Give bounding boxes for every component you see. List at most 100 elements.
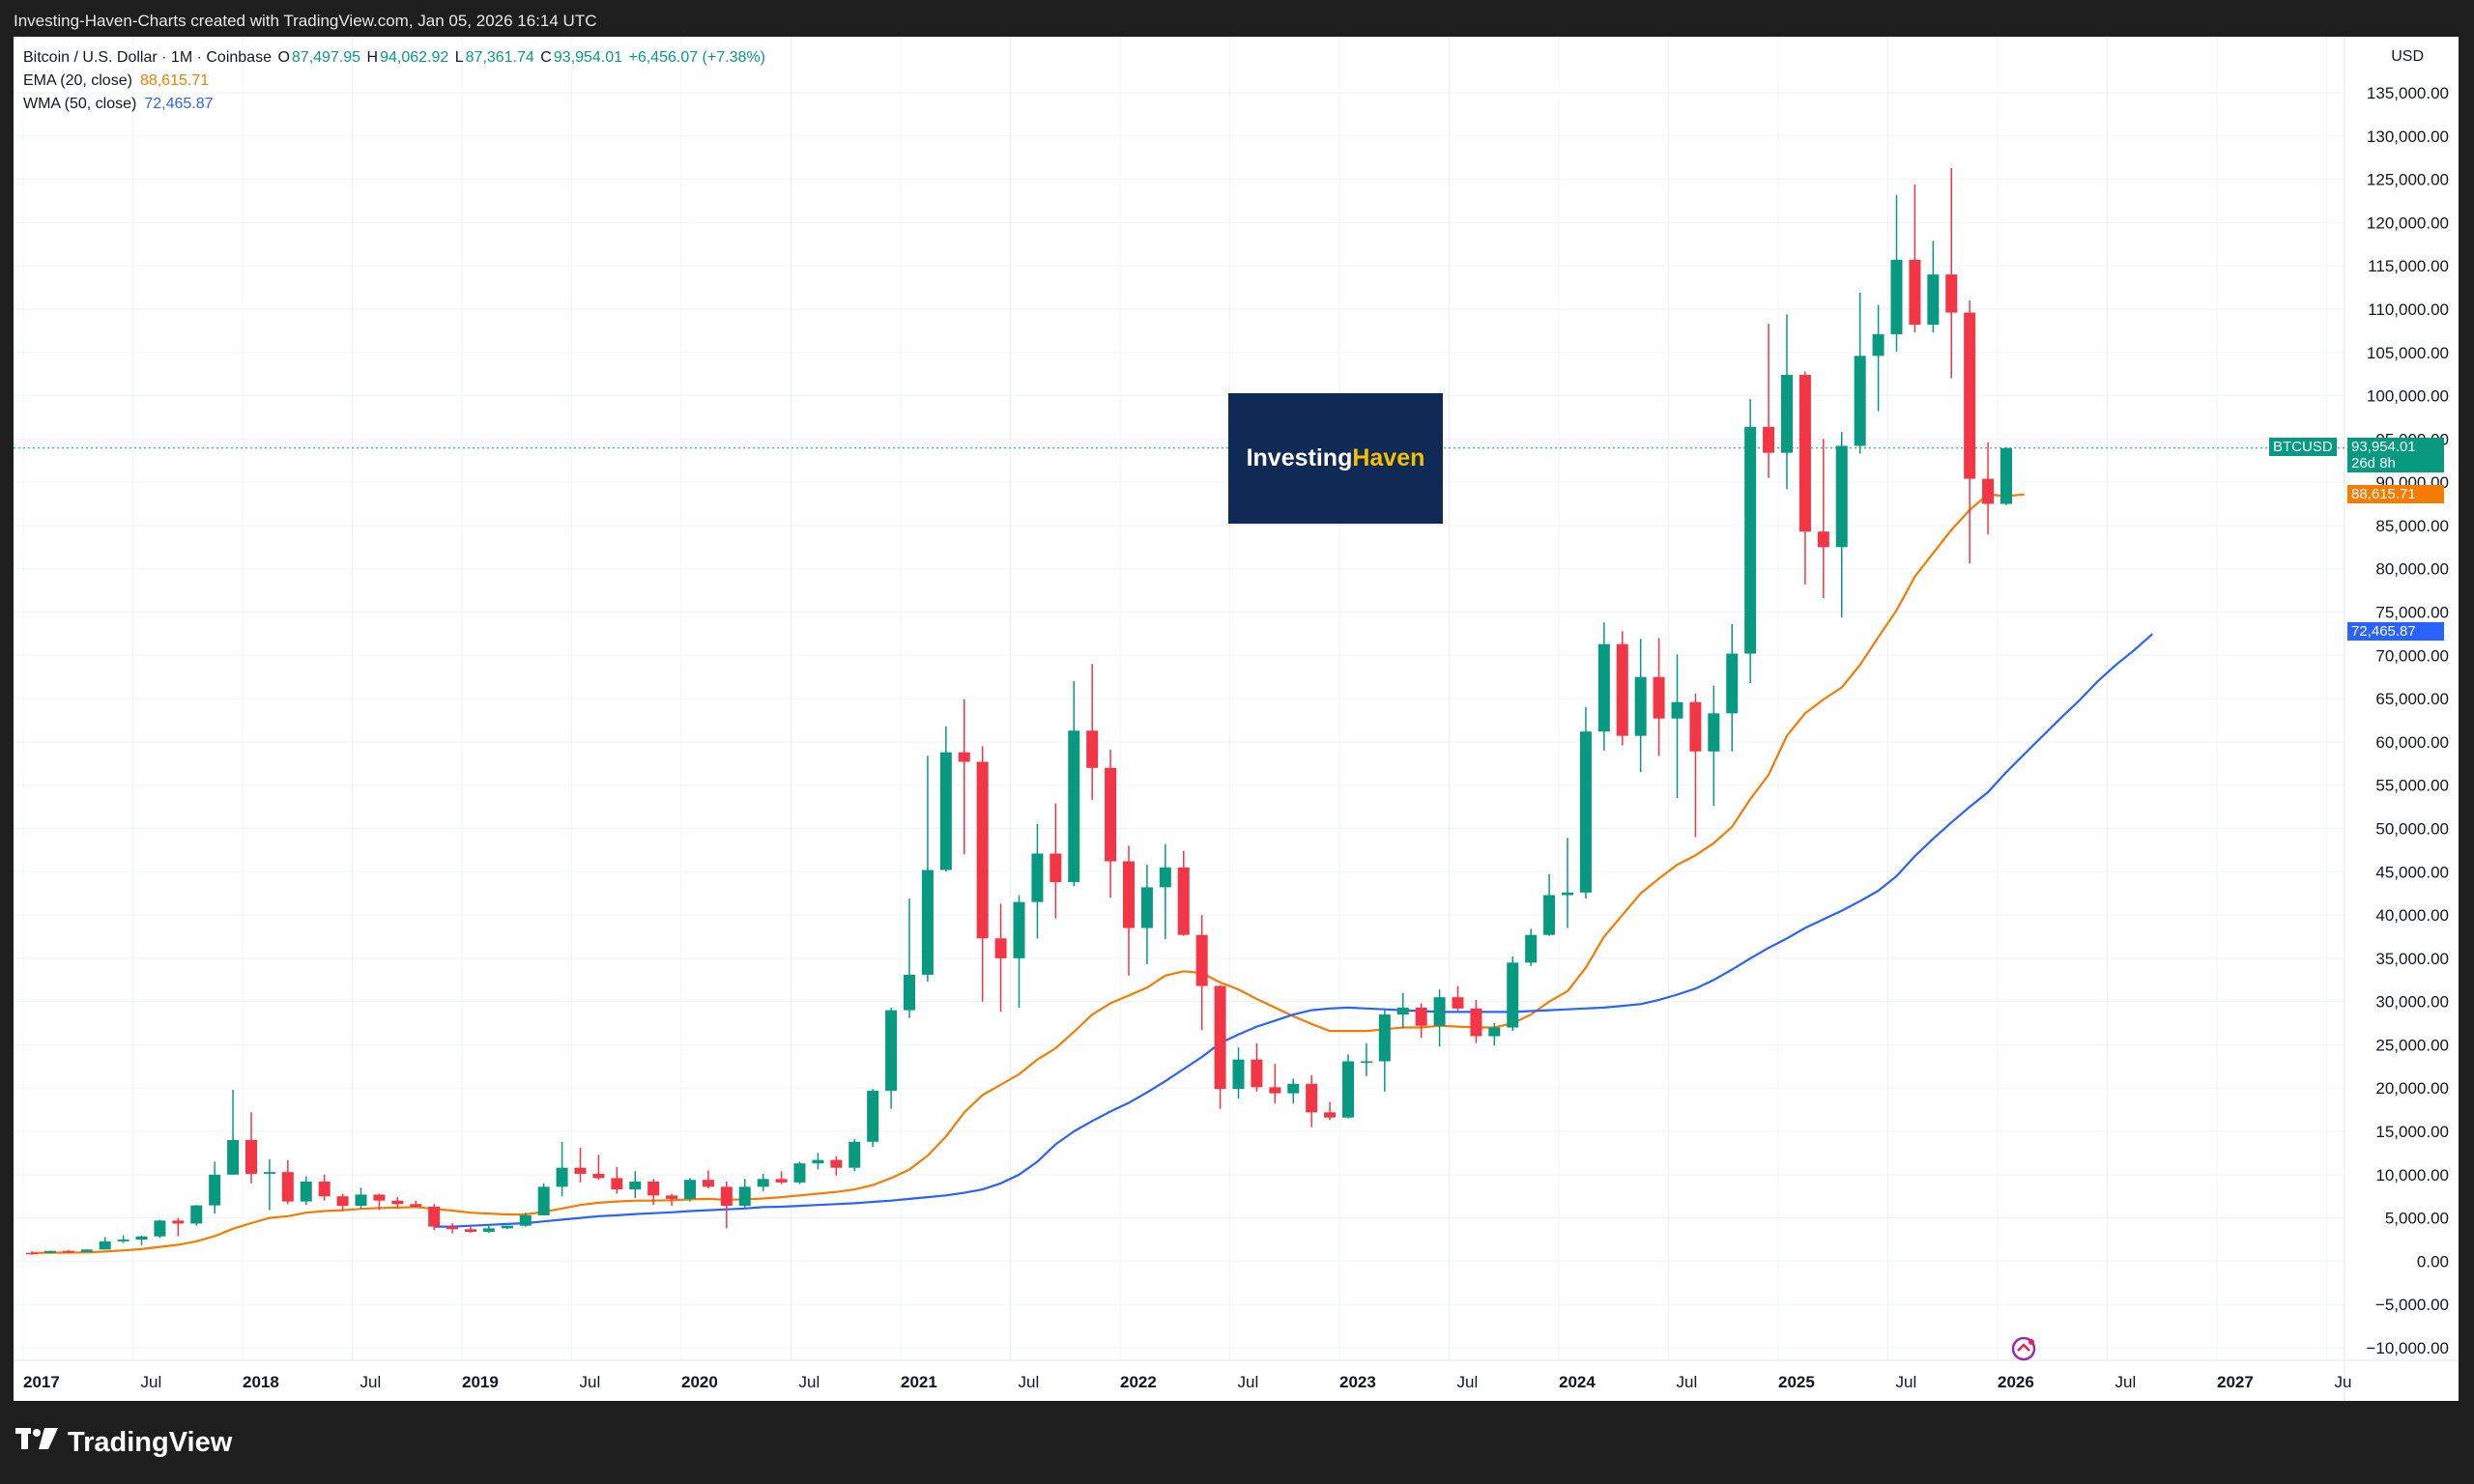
candle-body <box>1634 676 1647 736</box>
candle-body <box>1781 375 1793 453</box>
candle-body <box>537 1186 550 1215</box>
tradingview-logo-icon <box>15 1426 58 1459</box>
candle-body <box>26 1252 38 1255</box>
x-tick-label: 2022 <box>1120 1373 1157 1391</box>
y-tick-label: 80,000.00 <box>2375 560 2449 579</box>
candle-body <box>1726 653 1739 714</box>
y-tick-label: −5,000.00 <box>2375 1296 2449 1314</box>
y-tick-label: 20,000.00 <box>2375 1079 2449 1098</box>
y-tick-label: 85,000.00 <box>2375 517 2449 535</box>
y-tick-label: 45,000.00 <box>2375 863 2449 881</box>
y-tick-label: 40,000.00 <box>2375 906 2449 925</box>
candle-body <box>720 1186 733 1207</box>
candle-body <box>1872 333 1884 357</box>
legend-ohlc-row: Bitcoin / U.S. Dollar · 1M · Coinbase O 8… <box>23 46 767 70</box>
legend-symbol[interactable]: Bitcoin / U.S. Dollar · 1M · Coinbase <box>23 49 272 66</box>
candle-body <box>99 1241 111 1250</box>
candle-body <box>1105 767 1117 862</box>
legend-wma-row[interactable]: WMA (50, close) 72,465.87 <box>23 93 767 116</box>
candle-body <box>1909 259 1921 326</box>
candle-body <box>1982 478 1995 504</box>
x-tick-label: Jul <box>1019 1373 1040 1391</box>
candle-body <box>994 938 1007 958</box>
candle-body <box>1324 1112 1337 1118</box>
candle-body <box>1031 853 1044 902</box>
candle-body <box>1597 643 1610 732</box>
candle-body <box>1763 426 1775 453</box>
candle-body <box>1616 643 1628 736</box>
candle-body <box>1214 985 1226 1090</box>
legend-open-label: O <box>277 49 290 66</box>
candle-body <box>1854 356 1866 446</box>
candle-body <box>1744 426 1757 654</box>
ema-line <box>31 493 2026 1254</box>
y-tick-label: 0.00 <box>2417 1252 2449 1270</box>
candle-body <box>1488 1027 1501 1037</box>
candle-body <box>830 1159 843 1168</box>
candle-body <box>629 1181 642 1190</box>
y-tick-label: 115,000.00 <box>2368 257 2449 275</box>
y-tick-label: 120,000.00 <box>2367 214 2449 232</box>
candle-body <box>592 1173 605 1179</box>
candle-body <box>373 1194 386 1201</box>
watermark-text-accent: Haven <box>1352 444 1425 471</box>
x-tick-label: 2021 <box>901 1373 937 1391</box>
price-tag-symbol: BTCUSD <box>2269 438 2337 456</box>
candle-body <box>190 1205 203 1224</box>
candle-body <box>465 1229 476 1232</box>
currency-label[interactable]: USD <box>2391 48 2424 65</box>
legend-ema-row[interactable]: EMA (20, close) 88,615.71 <box>23 70 767 93</box>
candle-body <box>1433 997 1446 1026</box>
y-tick-label: −10,000.00 <box>2366 1339 2449 1357</box>
candle-body <box>556 1167 568 1187</box>
candle-body <box>1708 713 1720 752</box>
x-tick-label: 2024 <box>1559 1373 1596 1391</box>
candle-body <box>1360 1061 1372 1063</box>
chart-area[interactable]: 135,000.00 130,000.00 125,000.00 120,000.00… <box>14 37 2459 1401</box>
legend-wma-value: 72,465.87 <box>144 96 214 112</box>
candle-body <box>227 1139 240 1175</box>
candle-body <box>1013 901 1025 958</box>
goto-realtime-icon[interactable] <box>2006 1331 2041 1366</box>
candle-body <box>501 1225 513 1229</box>
candle-body <box>336 1196 349 1207</box>
candle-body <box>1927 274 1940 326</box>
tradingview-brand[interactable]: TradingView <box>15 1426 232 1459</box>
candle-body <box>245 1139 257 1174</box>
y-tick-label: 65,000.00 <box>2375 690 2449 708</box>
candle-body <box>355 1194 367 1207</box>
candle-body <box>62 1250 74 1253</box>
candle-body <box>1835 445 1848 548</box>
chart-caption: Investing-Haven-Charts created with Trad… <box>14 12 597 30</box>
candle-body <box>757 1179 769 1187</box>
x-tick-label: Jul <box>141 1373 162 1391</box>
candle-body <box>574 1167 587 1174</box>
y-tick-label: 110,000.00 <box>2368 300 2449 319</box>
candle-body <box>702 1180 714 1187</box>
candle-body <box>647 1181 660 1196</box>
candle-body <box>1798 375 1811 532</box>
legend-low-value: 87,361.74 <box>465 49 534 66</box>
legend-high-value: 94,062.92 <box>380 49 449 66</box>
x-tick-label: 2020 <box>681 1373 718 1391</box>
price-tag-countdown: 26d 8h <box>2351 455 2396 471</box>
candle-body <box>1232 1059 1245 1090</box>
y-tick-label: 10,000.00 <box>2375 1166 2449 1184</box>
candle-body <box>1086 730 1099 768</box>
x-tick-label: 2017 <box>23 1373 60 1391</box>
price-chart[interactable]: 135,000.00 130,000.00 125,000.00 120,000.00… <box>14 37 2459 1401</box>
y-tick-label: 60,000.00 <box>2375 733 2449 752</box>
candle-body <box>2000 447 2012 504</box>
legend-low-label: L <box>454 49 464 66</box>
x-tick-label: Jul <box>580 1373 601 1391</box>
x-tick-label: Jul <box>1677 1373 1698 1391</box>
candle-body <box>482 1228 495 1232</box>
y-tick-label: 105,000.00 <box>2367 344 2449 362</box>
candle-body <box>684 1180 696 1199</box>
candle-body <box>1543 895 1556 935</box>
y-tick-label: 70,000.00 <box>2375 646 2449 665</box>
x-tick-label: 2025 <box>1778 1373 1815 1391</box>
candle-body <box>1562 892 1573 896</box>
y-tick-label: 100,000.00 <box>2367 387 2449 406</box>
legend-ema-label: EMA (20, close) <box>23 72 132 89</box>
